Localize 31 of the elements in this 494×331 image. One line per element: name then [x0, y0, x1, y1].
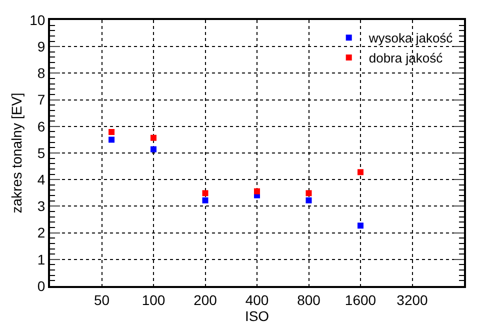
- y-tick-label: 8: [37, 65, 46, 82]
- point: [358, 169, 364, 176]
- point: [306, 190, 312, 196]
- y-tick-label: 4: [37, 172, 46, 188]
- point: [254, 188, 260, 194]
- y-tick-label: 1: [37, 251, 46, 268]
- y-tick-label: 10: [30, 12, 46, 28]
- y-tick-label: 5: [37, 144, 46, 161]
- y-tick-label: 0: [37, 278, 46, 294]
- x-tick-label: 200: [194, 292, 218, 308]
- point: [358, 222, 364, 229]
- point: [202, 197, 208, 204]
- y-axis-title: zakres tonalny [EV]: [8, 92, 25, 214]
- x-tick-label: 50: [94, 292, 110, 308]
- y-tick-label: 7: [37, 92, 46, 108]
- point: [150, 146, 156, 152]
- point: [202, 190, 208, 196]
- x-tick-label: 400: [245, 292, 269, 308]
- x-axis-title: ISO: [244, 308, 270, 324]
- point: [306, 197, 312, 204]
- x-tick-label: 800: [297, 292, 321, 308]
- y-tick-label: 6: [37, 118, 46, 134]
- x-tick-label: 3200: [396, 292, 428, 308]
- y-tick-label: 2: [37, 224, 46, 241]
- y-tick-label: 3: [37, 198, 46, 214]
- y-tick-label: 9: [37, 38, 46, 54]
- x-tick-label: 100: [142, 292, 166, 308]
- point: [150, 134, 156, 141]
- legend-label: wysoka jakość: [368, 30, 454, 46]
- legend-label: dobra jakość: [368, 50, 444, 66]
- x-tick-label: 1600: [344, 292, 376, 308]
